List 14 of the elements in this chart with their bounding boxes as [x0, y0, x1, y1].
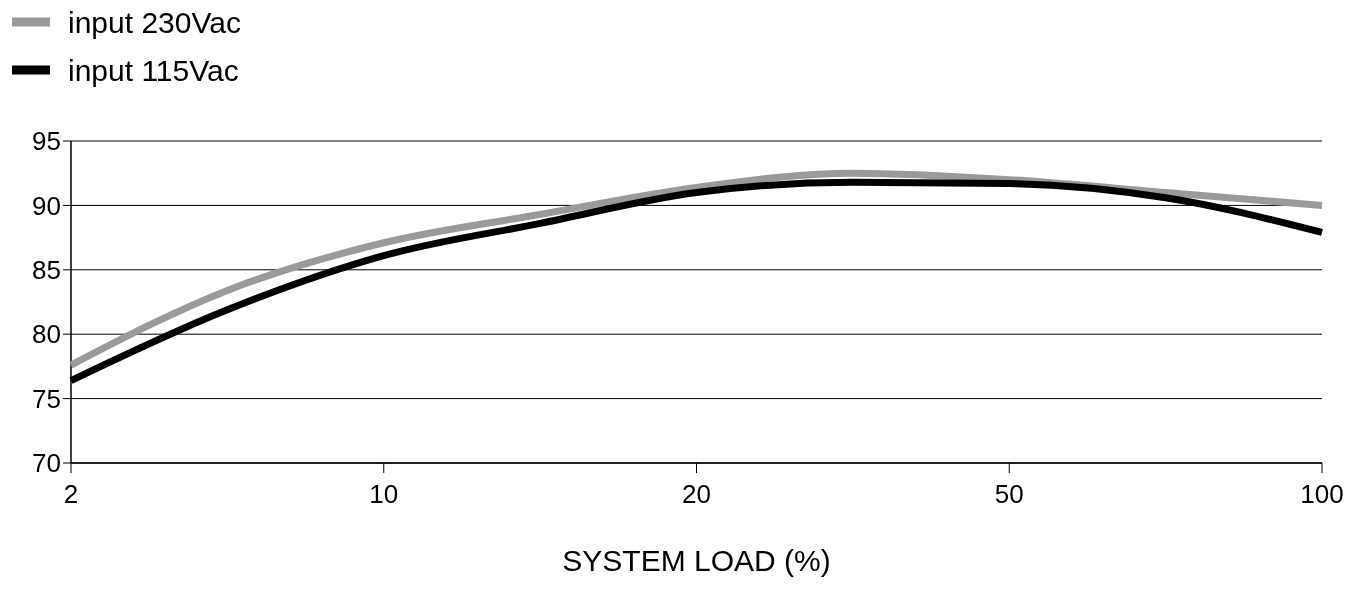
y-tick-label: 90: [32, 190, 61, 221]
y-tick-label: 80: [32, 319, 61, 350]
x-axis-title: SYSTEM LOAD (%): [562, 544, 831, 577]
legend-label: input 115Vac: [68, 53, 239, 87]
x-tick-label: 100: [1300, 479, 1344, 509]
x-tick-label: 20: [682, 479, 711, 509]
y-tick-label: 75: [32, 383, 61, 414]
x-tick-label: 50: [994, 479, 1024, 509]
legend-label: input 230Vac: [68, 5, 241, 39]
x-tick-label: 2: [63, 479, 79, 509]
y-tick-label: 85: [32, 254, 61, 285]
y-tick-label: 95: [32, 126, 61, 157]
y-tick-label: 70: [32, 448, 61, 479]
x-tick-label: 10: [369, 479, 399, 509]
